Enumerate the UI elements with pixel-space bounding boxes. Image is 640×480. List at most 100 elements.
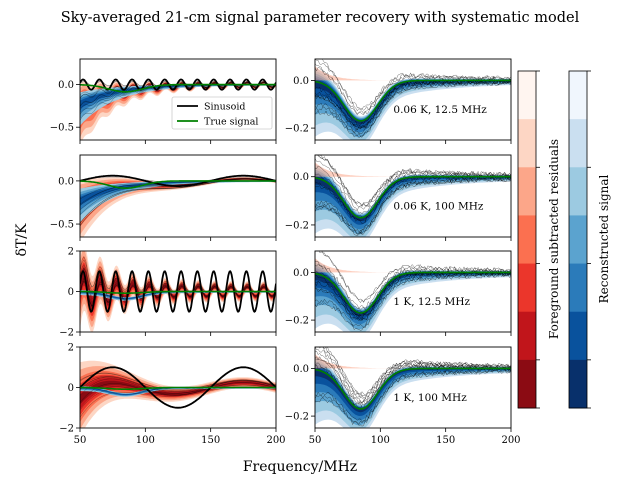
figure-title: Sky-averaged 21-cm signal parameter reco… (61, 10, 580, 26)
sample-line (315, 59, 511, 112)
true-signal-line (315, 271, 511, 314)
sample-line (80, 377, 276, 393)
y-tick-label: 0.0 (58, 80, 74, 91)
sample-line (315, 272, 511, 328)
colorbar-segment (518, 71, 536, 120)
x-tick-label: 50 (309, 435, 322, 446)
y-tick-label: 0.0 (58, 176, 74, 187)
panel-grid: 0.0 −0.5 Sinusoid True signal 0.0 −0.5 2 0 −2 2 0 −… (50, 58, 521, 447)
axes-frame (314, 346, 512, 429)
sample-line (319, 155, 511, 208)
residual-band (315, 66, 511, 81)
colorbar-segment (518, 119, 536, 168)
y-tick-label: −0.5 (50, 123, 74, 134)
sample-line (318, 347, 511, 399)
sample-line (80, 376, 276, 392)
residual-band (315, 162, 511, 177)
colorbar-segment (569, 263, 587, 313)
sample-line (315, 78, 511, 130)
colorbar-segment (518, 167, 536, 216)
signal-band (80, 84, 276, 119)
legend-sinusoid-label: Sinusoid (204, 102, 246, 113)
colorbar-segment (569, 359, 587, 409)
y-tick-label: −0.2 (285, 316, 309, 327)
axes-frame (79, 154, 277, 238)
y-tick-label: 0.0 (293, 76, 309, 87)
true-signal-line (80, 180, 276, 189)
y-tick-label: 2 (68, 343, 74, 354)
y-tick-label: 0.0 (293, 364, 309, 375)
sinusoid-line (80, 270, 276, 313)
sample-line (315, 364, 511, 409)
right-row-1: 0.06 K, 12.5 MHz 0.0 −0.2 (285, 58, 512, 144)
left-row-2: 0.0 −0.5 (50, 154, 277, 241)
legend: Sinusoid True signal (171, 96, 273, 130)
residual-band (315, 354, 511, 369)
sample-line (315, 67, 511, 116)
y-tick-label: −0.2 (285, 124, 309, 135)
signal-band (80, 290, 276, 300)
true-signal-line (80, 386, 276, 390)
true-signal-line (315, 175, 511, 219)
right-row-3: 1 K, 12.5 MHz 0.0 −0.2 (285, 250, 512, 336)
sample-line (316, 59, 511, 110)
sample-line (80, 376, 276, 394)
sinusoid-line (80, 366, 276, 409)
colorbar-signal-label: Reconstructed signal (597, 174, 611, 303)
left-row-3: 2 0 −2 (59, 247, 277, 339)
colorbar-segment (569, 215, 587, 265)
sample-line (80, 386, 276, 418)
sample-line (315, 178, 511, 236)
y-tick-label: 0.0 (293, 268, 309, 279)
sinusoid-line (80, 174, 276, 187)
sample-line (316, 155, 511, 206)
x-tick-label: 200 (266, 435, 285, 446)
x-tick-label: 100 (136, 435, 155, 446)
panel-annotation: 1 K, 12.5 MHz (393, 296, 470, 308)
sample-line (80, 372, 276, 391)
colorbar-segment (518, 311, 536, 361)
true-signal-line (315, 367, 511, 410)
true-signal-line (80, 83, 276, 93)
y-tick-label: −2 (59, 328, 74, 339)
sample-line (80, 176, 276, 183)
signal-band (80, 386, 276, 396)
true-signal-line (80, 290, 276, 294)
signal-band (80, 180, 276, 223)
sample-line (80, 382, 276, 403)
sample-line (315, 80, 511, 137)
sample-line (315, 261, 511, 310)
true-signal-line (315, 79, 511, 122)
colorbar-residuals (517, 70, 540, 409)
colorbar-segment (518, 263, 536, 313)
y-tick-label: −2 (59, 424, 74, 435)
y-tick-label: 2 (68, 247, 74, 258)
x-tick-label: 100 (371, 435, 390, 446)
sample-line (315, 174, 511, 222)
signal-band (80, 180, 276, 216)
y-tick-label: −0.2 (285, 412, 309, 423)
panel-annotation: 0.06 K, 12.5 MHz (393, 104, 487, 116)
x-axis-label: Frequency/MHz (243, 459, 357, 475)
x-tick-label: 150 (201, 435, 220, 446)
sample-line (315, 80, 511, 138)
sinusoid-line (80, 78, 276, 91)
colorbar-residuals-label: Foreground subtracted residuals (547, 139, 561, 339)
left-row-4: 2 0 −250 100 150 200 (59, 343, 285, 447)
axes-frame (314, 250, 512, 333)
colorbar-segment (569, 119, 587, 168)
sample-line (315, 78, 511, 129)
sample-line (315, 79, 511, 130)
y-axis-label: δT/K (14, 223, 30, 256)
sample-line (315, 350, 511, 404)
sample-line (80, 179, 276, 226)
sample-line (315, 368, 511, 423)
axes-frame (79, 58, 277, 141)
colorbar-segment (518, 359, 536, 409)
x-tick-label: 200 (501, 435, 520, 446)
panel-annotation: 1 K, 100 MHz (393, 392, 467, 404)
colorbar-frame (568, 70, 588, 409)
colorbar-signal (568, 70, 591, 409)
residual-band (80, 380, 276, 405)
